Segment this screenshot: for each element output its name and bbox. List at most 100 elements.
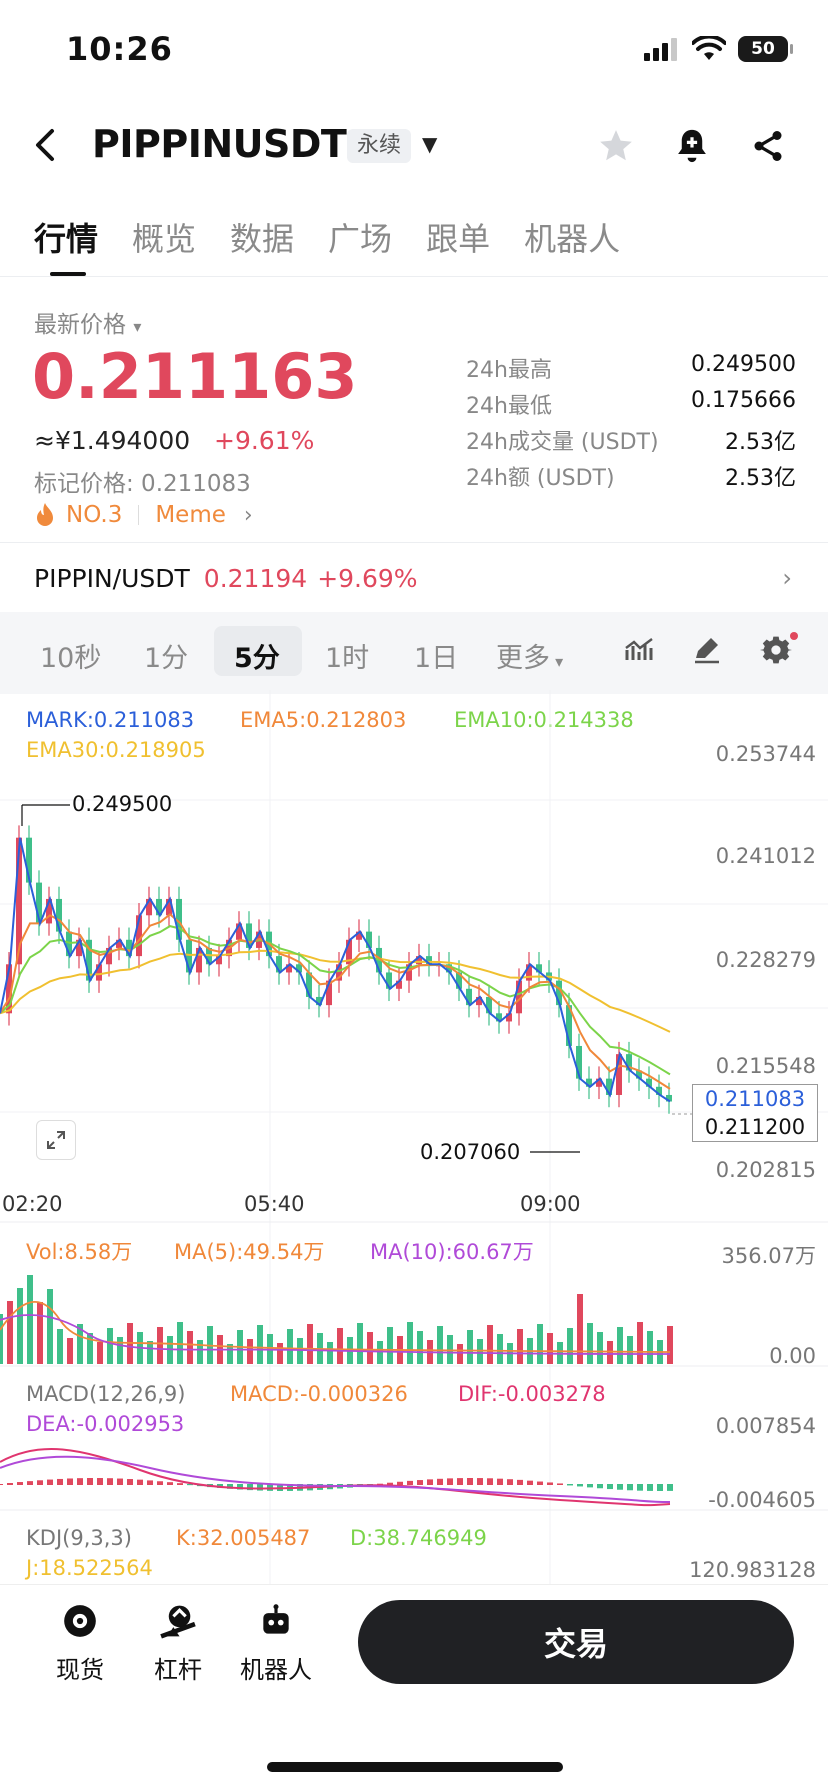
tab-square[interactable]: 广场 [328, 220, 393, 258]
low-price-annotation: 0.207060 [420, 1140, 521, 1164]
indicator-button[interactable] [624, 636, 654, 668]
macd-bar [397, 1481, 403, 1485]
candle-body [406, 964, 412, 981]
volume-bar [177, 1322, 183, 1364]
candle-body [306, 972, 312, 997]
timeframe-10s[interactable]: 10秒 [40, 643, 102, 674]
mark-price: 标记价格: 0.211083 [34, 471, 251, 497]
candle-body [186, 939, 192, 973]
rank-row[interactable]: NO.3 Meme › [34, 502, 253, 528]
vol-axis-bottom: 0.00 [769, 1344, 816, 1368]
volume-bar [227, 1344, 233, 1364]
timeframe-more[interactable]: 更多 ▾ [496, 643, 564, 674]
macd-bar [667, 1484, 673, 1491]
leverage-icon [160, 1605, 196, 1639]
macd-bar [77, 1478, 83, 1485]
volume-bar [607, 1341, 613, 1364]
signal-icon [644, 38, 677, 61]
legend-ema10: EMA10:0.214338 [454, 708, 634, 732]
timeframe-1h[interactable]: 1时 [325, 643, 370, 674]
star-icon [600, 130, 632, 161]
coins-icon [64, 1605, 96, 1637]
volume-bar [157, 1327, 163, 1364]
legend-ema30: EMA30:0.218905 [26, 738, 206, 762]
volume-bar [47, 1289, 53, 1364]
tab-bot[interactable]: 机器人 [524, 220, 621, 258]
volume-bar [487, 1325, 493, 1364]
volume-bar [587, 1323, 593, 1364]
status-time: 10:26 [66, 30, 173, 68]
alert-button[interactable] [670, 124, 714, 168]
macd-bar [187, 1484, 193, 1486]
tab-overview[interactable]: 概览 [132, 220, 197, 258]
kline-chart[interactable] [0, 0, 828, 1584]
back-button[interactable] [32, 125, 58, 175]
candle-body [576, 1045, 582, 1079]
timeframe-1m[interactable]: 1分 [144, 643, 189, 674]
spot-price: 0.21194 [203, 564, 308, 593]
volume-bar [17, 1288, 23, 1364]
timeframe-5m[interactable]: 5分 [234, 643, 280, 674]
chevron-right-icon[interactable]: › [782, 564, 792, 592]
candle-body [146, 898, 152, 916]
legend-ema5: EMA5:0.212803 [240, 708, 407, 732]
tab-copy-trade[interactable]: 跟单 [426, 220, 491, 258]
legend-macd: MACD:-0.000326 [230, 1382, 408, 1406]
macd-bar [27, 1481, 33, 1485]
tab-data[interactable]: 数据 [230, 220, 295, 258]
chevron-right-icon: › [243, 502, 253, 528]
volume-bar [7, 1301, 13, 1364]
share-button[interactable] [746, 124, 790, 168]
candle-body [536, 964, 542, 973]
volume-bar [117, 1337, 123, 1364]
trade-button[interactable]: 交易 [358, 1600, 794, 1684]
contract-type-badge[interactable]: 永续 [347, 129, 412, 163]
caret-down-icon[interactable]: ▼ [422, 132, 438, 156]
timeframe-1d[interactable]: 1日 [414, 643, 459, 674]
main-tabs: 行情 概览 数据 广场 跟单 机器人 [34, 214, 620, 260]
candle-body [606, 1078, 612, 1095]
candle-body [656, 1086, 662, 1095]
indicator-icon [625, 638, 653, 660]
bottom-spot-button[interactable]: 现货 [40, 1600, 120, 1685]
macd-bar [417, 1480, 423, 1485]
last-price: 0.211163 [32, 340, 358, 413]
candle-body [16, 837, 22, 965]
rank-badge: NO.3 [66, 502, 123, 528]
page-title[interactable]: PIPPINUSDT [92, 122, 347, 166]
candle-body [566, 1005, 572, 1046]
macd-bar [467, 1478, 473, 1485]
legend-j: J:18.522564 [26, 1556, 153, 1580]
macd-bar [507, 1479, 513, 1485]
macd-bar [557, 1483, 563, 1485]
spot-pair-row[interactable]: PIPPIN/USDT 0.21194 +9.69% [34, 564, 418, 593]
time-axis-tick: 05:40 [244, 1192, 305, 1216]
settings-button[interactable] [760, 632, 798, 670]
candle-body [486, 996, 492, 1014]
high-price-annotation: 0.249500 [72, 792, 173, 816]
macd-bar [447, 1478, 453, 1485]
macd-bar [57, 1478, 63, 1485]
candle-body [366, 931, 372, 948]
volume-bar [467, 1330, 473, 1364]
volume-bar [637, 1322, 643, 1364]
share-icon [754, 131, 782, 161]
volume-bar [307, 1324, 313, 1364]
favorite-button[interactable] [594, 124, 638, 168]
price-axis-tick: 0.241012 [715, 844, 816, 868]
candle-body [516, 980, 522, 1014]
macd-bar [607, 1484, 613, 1490]
legend-vol: Vol:8.58万 [26, 1240, 133, 1264]
ema30-line [0, 949, 671, 1033]
bottom-margin-button[interactable]: 杠杆 [138, 1600, 218, 1685]
candle-body [136, 915, 142, 957]
draw-button[interactable] [692, 636, 722, 668]
latest-price-label[interactable]: 最新价格 ▾ [34, 312, 142, 338]
macd-axis-top: 0.007854 [715, 1414, 816, 1438]
volume-bar [297, 1338, 303, 1364]
bottom-bot-button[interactable]: 机器人 [236, 1600, 316, 1685]
candle-body [356, 931, 362, 940]
fullscreen-button[interactable] [36, 1120, 76, 1160]
legend-dif: DIF:-0.003278 [458, 1382, 606, 1406]
tab-market[interactable]: 行情 [34, 220, 99, 258]
